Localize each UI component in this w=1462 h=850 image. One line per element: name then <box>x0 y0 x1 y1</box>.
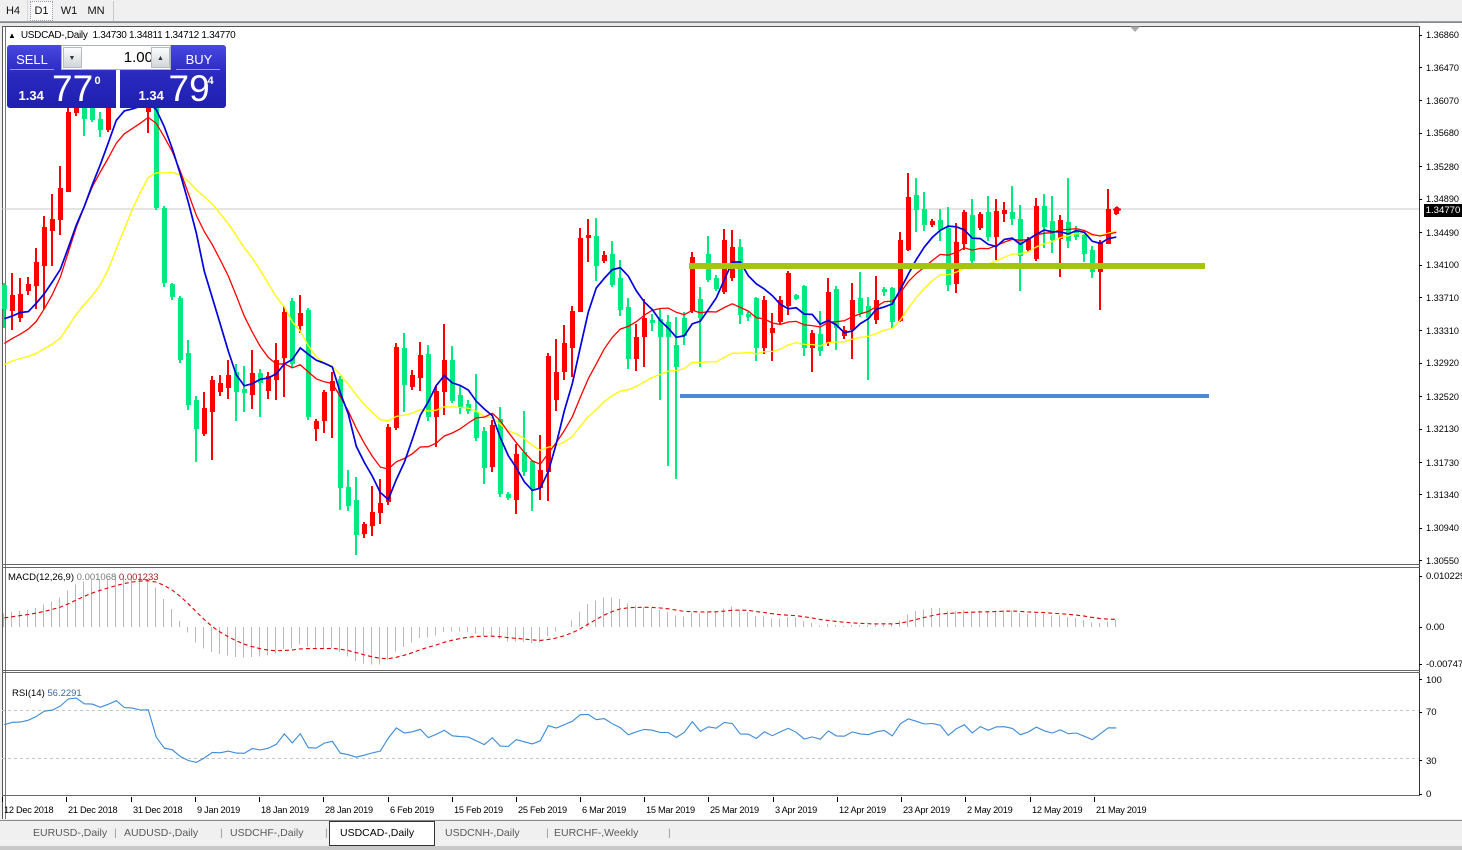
svg-text:9 Jan 2019: 9 Jan 2019 <box>197 805 240 815</box>
svg-text:0.00: 0.00 <box>1426 622 1444 633</box>
svg-text:3 Apr 2019: 3 Apr 2019 <box>775 805 817 815</box>
svg-text:2 May 2019: 2 May 2019 <box>967 805 1013 815</box>
svg-text:12 Apr 2019: 12 Apr 2019 <box>839 805 886 815</box>
svg-text:70: 70 <box>1426 707 1436 718</box>
svg-text:0.010229: 0.010229 <box>1426 571 1462 582</box>
svg-text:1.34100: 1.34100 <box>1426 260 1459 271</box>
svg-text:-0.007477: -0.007477 <box>1426 659 1462 670</box>
svg-text:12 May 2019: 12 May 2019 <box>1032 805 1083 815</box>
svg-text:1.36470: 1.36470 <box>1426 63 1459 74</box>
svg-text:1.33310: 1.33310 <box>1426 326 1459 337</box>
svg-text:25 Feb 2019: 25 Feb 2019 <box>518 805 567 815</box>
svg-text:1.35280: 1.35280 <box>1426 162 1459 173</box>
svg-text:1.32130: 1.32130 <box>1426 424 1459 435</box>
svg-text:1.31340: 1.31340 <box>1426 490 1459 501</box>
svg-text:12 Dec 2018: 12 Dec 2018 <box>4 805 53 815</box>
svg-text:1.35680: 1.35680 <box>1426 128 1459 139</box>
svg-text:1.33710: 1.33710 <box>1426 293 1459 304</box>
svg-text:18 Jan 2019: 18 Jan 2019 <box>261 805 309 815</box>
svg-text:21 Dec 2018: 21 Dec 2018 <box>68 805 117 815</box>
svg-text:21 May 2019: 21 May 2019 <box>1096 805 1147 815</box>
svg-text:0: 0 <box>1426 789 1431 800</box>
svg-text:1.30940: 1.30940 <box>1426 523 1459 534</box>
svg-text:28 Jan 2019: 28 Jan 2019 <box>325 805 373 815</box>
svg-text:15 Mar 2019: 15 Mar 2019 <box>646 805 695 815</box>
svg-text:31 Dec 2018: 31 Dec 2018 <box>133 805 182 815</box>
svg-text:6 Mar 2019: 6 Mar 2019 <box>582 805 626 815</box>
svg-text:25 Mar 2019: 25 Mar 2019 <box>710 805 759 815</box>
svg-text:1.34490: 1.34490 <box>1426 228 1459 239</box>
svg-text:30: 30 <box>1426 756 1436 767</box>
svg-text:1.30550: 1.30550 <box>1426 556 1459 567</box>
svg-text:1.36070: 1.36070 <box>1426 96 1459 107</box>
svg-text:100: 100 <box>1426 675 1442 686</box>
svg-text:6 Feb 2019: 6 Feb 2019 <box>390 805 434 815</box>
svg-text:1.32920: 1.32920 <box>1426 358 1459 369</box>
svg-text:23 Apr 2019: 23 Apr 2019 <box>903 805 950 815</box>
svg-text:1.36860: 1.36860 <box>1426 30 1459 41</box>
svg-text:15 Feb 2019: 15 Feb 2019 <box>454 805 503 815</box>
svg-text:1.34890: 1.34890 <box>1426 194 1459 205</box>
svg-text:1.32520: 1.32520 <box>1426 392 1459 403</box>
svg-text:1.31730: 1.31730 <box>1426 458 1459 469</box>
